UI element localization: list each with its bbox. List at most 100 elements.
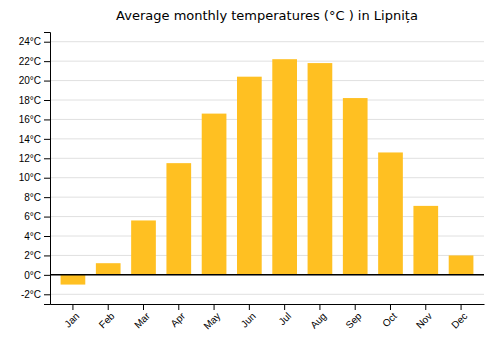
tick-label: Feb — [97, 310, 117, 330]
x-tick: Feb — [97, 304, 117, 330]
bar — [272, 59, 297, 275]
y-tick: 22°C — [19, 56, 50, 67]
y-tick: 4°C — [24, 231, 50, 242]
x-tick: Oct — [380, 304, 399, 329]
tick-label: Sep — [343, 310, 364, 331]
tick-mark — [143, 304, 144, 310]
grid-line — [50, 119, 484, 120]
tick-label: 6°C — [24, 211, 41, 222]
x-tick: May — [201, 304, 222, 332]
tick-label: 24°C — [19, 36, 41, 47]
y-tick: 8°C — [24, 192, 50, 203]
bar — [202, 114, 227, 275]
grid-line — [50, 61, 484, 62]
tick-mark — [44, 81, 50, 82]
tick-label: 20°C — [19, 75, 41, 86]
x-tick: Nov — [414, 304, 434, 331]
tick-mark — [425, 304, 426, 310]
tick-label: 0°C — [24, 270, 41, 281]
tick-label: Dec — [449, 310, 469, 330]
grid — [50, 42, 484, 295]
tick-mark — [44, 275, 50, 276]
tick-mark — [44, 158, 50, 159]
tick-label: 10°C — [19, 172, 41, 183]
x-tick: Mar — [132, 304, 152, 330]
axis-line — [44, 33, 51, 305]
y-tick: 18°C — [19, 95, 50, 106]
tick-label: Nov — [414, 310, 434, 330]
y-tick: -2°C — [21, 289, 50, 300]
tick-mark — [44, 294, 50, 295]
tick-label: 14°C — [19, 134, 41, 145]
grid-line — [50, 41, 484, 42]
y-tick: 2°C — [24, 250, 50, 261]
bar — [166, 163, 191, 275]
tick-label: 18°C — [19, 95, 41, 106]
y-tick: 20°C — [19, 75, 50, 86]
tick-mark — [355, 304, 356, 310]
tick-label: Oct — [380, 310, 399, 329]
plot: -2°C 0°C 2°C 4°C 6°C 8°C 10°C 12°C 14°C 16°C 18°C 2… — [19, 33, 485, 332]
tick-label: Mar — [132, 310, 152, 330]
grid-line — [50, 274, 484, 275]
x-tick: Sep — [343, 304, 364, 331]
bars — [50, 59, 484, 284]
tick-label: Jul — [276, 310, 293, 327]
tick-label: 16°C — [19, 114, 41, 125]
tick-mark — [44, 42, 50, 43]
bar — [131, 220, 156, 274]
grid-line — [50, 158, 484, 159]
bar — [96, 263, 121, 275]
y-tick: 12°C — [19, 153, 50, 164]
tick-mark — [44, 61, 50, 62]
tick-mark — [461, 304, 462, 310]
tick-mark — [72, 304, 73, 310]
x-tick: Aug — [308, 304, 328, 331]
tick-mark — [214, 304, 215, 310]
tick-mark — [44, 178, 50, 179]
grid-line — [50, 177, 484, 178]
tick-mark — [108, 304, 109, 310]
bar — [237, 77, 262, 275]
y-tick: 10°C — [19, 172, 50, 183]
y-tick: 6°C — [24, 211, 50, 222]
x-tick: Jul — [276, 304, 293, 327]
y-tick: 24°C — [19, 36, 50, 47]
tick-label: Apr — [168, 310, 187, 329]
tick-label: Aug — [308, 310, 328, 330]
tick-mark — [44, 217, 50, 218]
bar — [378, 152, 403, 274]
tick-label: 22°C — [19, 56, 41, 67]
tick-label: Jan — [62, 310, 81, 329]
x-axis: Jan Feb Mar Apr May Jun Jul Aug Sep Oct Nov Dec — [51, 304, 485, 332]
zero-line — [50, 274, 484, 276]
bar — [343, 98, 368, 275]
tick-label: May — [201, 310, 222, 331]
x-tick: Apr — [168, 304, 187, 329]
tick-mark — [249, 304, 250, 310]
grid-line — [50, 80, 484, 81]
tick-mark — [44, 197, 50, 198]
axis-line — [51, 304, 485, 305]
tick-mark — [44, 255, 50, 256]
tick-label: -2°C — [21, 289, 41, 300]
grid-line — [50, 294, 484, 295]
tick-label: 2°C — [24, 250, 41, 261]
tick-label: Jun — [239, 310, 258, 329]
bar — [413, 206, 438, 275]
grid-line — [50, 197, 484, 198]
tick-label: 4°C — [24, 231, 41, 242]
y-tick: 14°C — [19, 134, 50, 145]
y-tick: 16°C — [19, 114, 50, 125]
chart: -2°C 0°C 2°C 4°C 6°C 8°C 10°C 12°C 14°C 16°C 18°C 2… — [0, 0, 500, 350]
bar — [449, 255, 474, 274]
x-tick: Dec — [449, 304, 469, 331]
y-tick: 0°C — [24, 270, 50, 281]
bar — [308, 63, 333, 275]
grid-line — [50, 138, 484, 139]
tick-mark — [390, 304, 391, 310]
title: Average monthly temperatures (°C ) in Li… — [116, 8, 418, 23]
tick-mark — [178, 304, 179, 310]
tick-mark — [44, 119, 50, 120]
tick-mark — [44, 139, 50, 140]
